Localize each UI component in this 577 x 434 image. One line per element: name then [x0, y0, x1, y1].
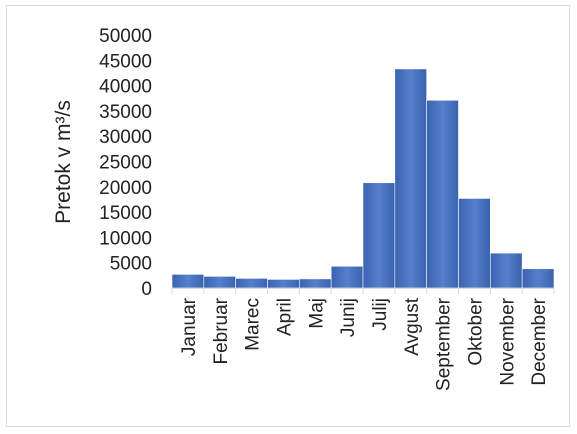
- x-tick-label: Maj: [306, 298, 327, 329]
- bar-avgust: [394, 68, 427, 289]
- bar-januar: [171, 274, 205, 289]
- x-axis-labels: Januar Februar Marec April Maj Junij Julij Avgu…: [179, 297, 550, 391]
- x-tick-label: Januar: [179, 297, 200, 356]
- y-tick-label: 25000: [99, 153, 152, 174]
- y-tick-label: 20000: [99, 178, 152, 199]
- bar-marec: [235, 278, 268, 289]
- bar-oktober: [458, 198, 491, 289]
- bar-junij: [330, 265, 364, 289]
- y-axis-ticks: 5000045000400003500030000250002000015000…: [99, 26, 152, 300]
- x-axis-tick-marks: [171, 288, 555, 294]
- y-tick-label: 40000: [99, 77, 152, 98]
- x-tick-label: November: [497, 297, 518, 385]
- bar-september: [426, 99, 459, 289]
- bar-februar: [203, 276, 236, 289]
- bar-april: [267, 279, 300, 289]
- y-tick-label: 15000: [99, 203, 152, 224]
- y-axis-title: Pretok v m³/s: [52, 100, 75, 224]
- x-tick-label: April: [274, 298, 295, 336]
- bars: [171, 68, 555, 289]
- bar-november: [490, 252, 523, 289]
- x-tick-label: Februar: [211, 297, 232, 364]
- bar-december: [521, 268, 555, 289]
- y-tick-label: 5000: [110, 254, 152, 275]
- y-tick-label: 35000: [99, 102, 152, 123]
- x-tick-label: December: [529, 297, 550, 385]
- y-tick-label: 0: [141, 279, 152, 300]
- y-tick-label: 45000: [99, 51, 152, 72]
- bar-maj: [299, 278, 332, 289]
- y-tick-label: 50000: [99, 26, 152, 47]
- x-tick-label: Julij: [370, 298, 391, 331]
- x-tick-label: Oktober: [465, 297, 486, 365]
- x-tick-label: Marec: [243, 298, 264, 351]
- y-tick-label: 10000: [99, 228, 152, 249]
- x-tick-label: Junij: [338, 298, 359, 337]
- x-tick-label: Avgust: [402, 297, 423, 355]
- y-tick-label: 30000: [99, 127, 152, 148]
- x-tick-label: September: [434, 297, 455, 391]
- bar-julij: [362, 182, 396, 289]
